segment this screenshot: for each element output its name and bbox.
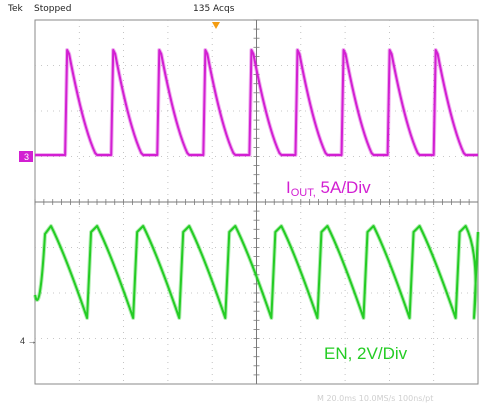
iout-trace: [35, 49, 478, 156]
en-waveform: [33, 224, 480, 320]
brand-label: Tek: [8, 4, 23, 14]
channel-4-marker-label: 4 →: [20, 336, 37, 346]
timebase-readout: M 20.0ms 10.0MS/s 100ns/pt: [317, 394, 434, 403]
channel-4-label: EN, 2V/Div: [324, 344, 408, 363]
acquisition-count: 135 Acqs: [193, 4, 235, 14]
trigger-marker: [212, 22, 220, 29]
en-trace: [34, 225, 479, 319]
acquisition-status: Stopped: [34, 4, 72, 14]
channel-3-marker: [19, 151, 33, 162]
status-bar: Tek Stopped 135 Acqs: [0, 4, 482, 18]
channel-markers: 3 4 →: [19, 151, 37, 346]
iout-waveform: [35, 48, 478, 157]
channel-3-marker-label: 3: [24, 152, 29, 162]
channel-3-label: IOUT, 5A/Div: [286, 178, 371, 199]
